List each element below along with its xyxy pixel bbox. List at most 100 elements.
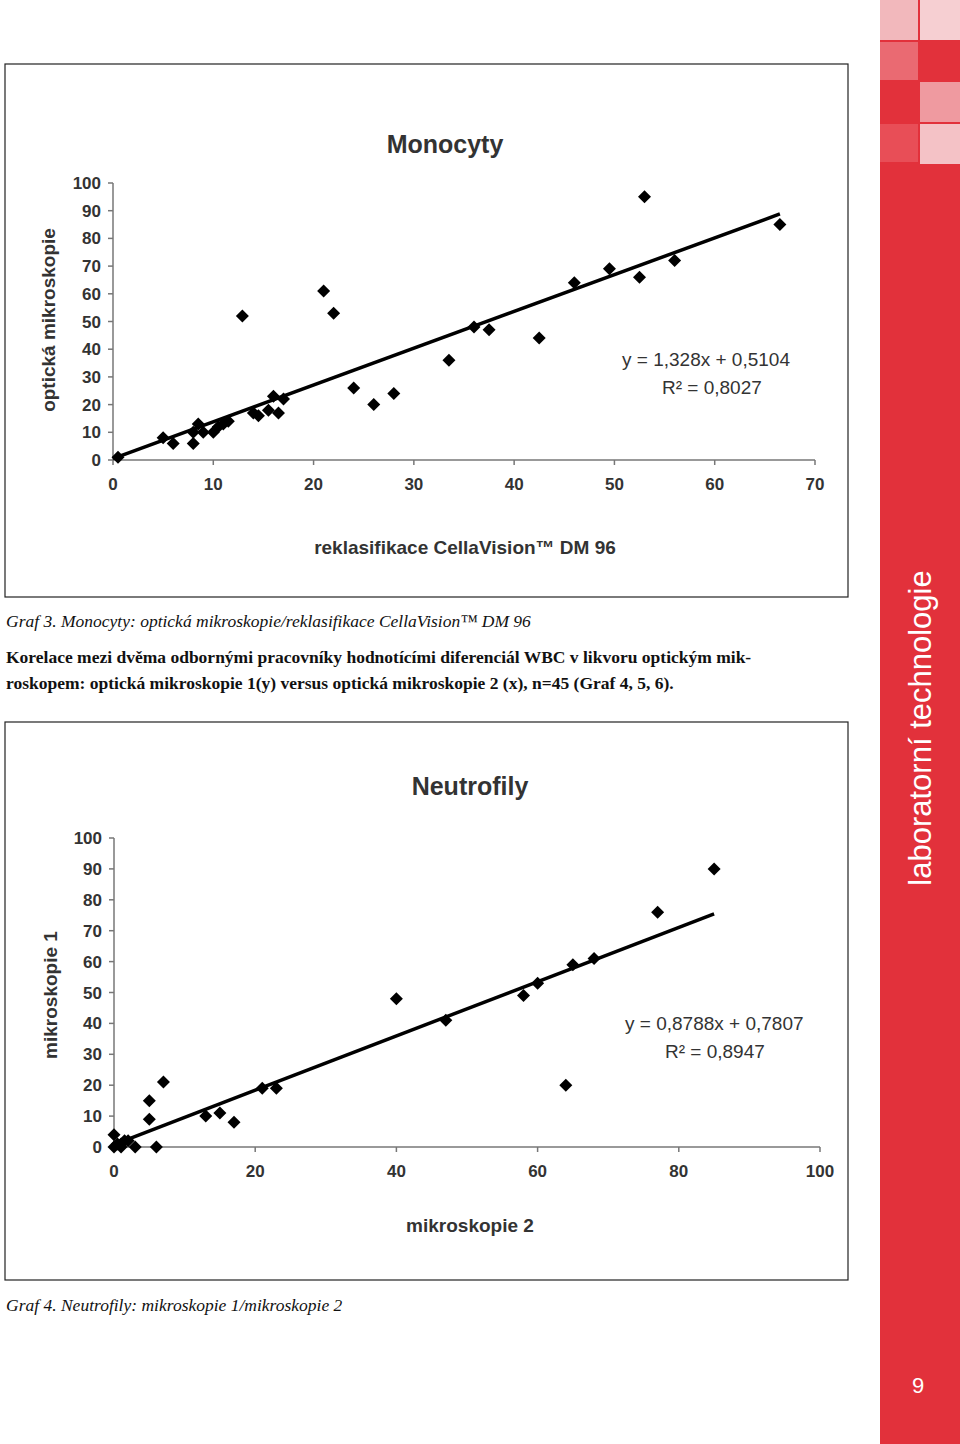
point (187, 437, 200, 450)
y-tick-label: 30 (83, 1045, 102, 1064)
y-tick-label: 50 (82, 313, 101, 332)
point (272, 406, 285, 419)
y-tick-label: 0 (92, 451, 101, 470)
trendline (113, 214, 780, 459)
x-tick-label: 0 (108, 475, 117, 494)
sidebar-block (920, 82, 960, 122)
y-tick-label: 90 (83, 860, 102, 879)
x-tick (112, 460, 114, 465)
plot-area (112, 190, 787, 463)
sidebar-block (920, 124, 960, 164)
chart: Neutrofilymikroskopie 2mikroskopie 10102… (5, 722, 848, 1280)
x-tick-label: 20 (246, 1162, 265, 1181)
point (317, 285, 330, 298)
x-tick (537, 1147, 539, 1152)
y-tick (108, 321, 113, 323)
x-tick-label: 50 (605, 475, 624, 494)
point (651, 906, 664, 919)
y-tick (109, 868, 114, 870)
point (228, 1116, 241, 1129)
x-tick-label: 40 (505, 475, 524, 494)
point (668, 254, 681, 267)
point (568, 276, 581, 289)
point (213, 1107, 226, 1120)
y-axis-title: optická mikroskopie (38, 228, 59, 412)
x-tick (254, 1147, 256, 1152)
point (367, 398, 380, 411)
background (0, 0, 960, 1444)
point (603, 262, 616, 275)
point (143, 1113, 156, 1126)
paragraph-line: Korelace mezi dvěma odbornými pracovníky… (6, 647, 751, 667)
point (222, 415, 235, 428)
annotation: y = 1,328x + 0,5104 (622, 349, 790, 370)
y-tick (108, 182, 113, 184)
x-tick (814, 460, 816, 465)
point (387, 387, 400, 400)
point (150, 1141, 163, 1154)
point (262, 404, 275, 417)
y-tick-label: 50 (83, 984, 102, 1003)
sidebar-block (880, 0, 918, 40)
chart-frame (5, 722, 848, 1280)
y-tick-label: 40 (82, 340, 101, 359)
sidebar-block (880, 42, 918, 80)
y-axis-title: mikroskopie 1 (40, 931, 61, 1059)
point (517, 989, 530, 1002)
x-tick-label: 10 (204, 475, 223, 494)
y-tick (108, 348, 113, 350)
annotation: R² = 0,8027 (662, 377, 762, 398)
x-tick (614, 460, 616, 465)
y-tick-label: 30 (82, 368, 101, 387)
point (129, 1141, 142, 1154)
point (439, 1014, 452, 1027)
x-tick-label: 60 (705, 475, 724, 494)
point (483, 323, 496, 336)
y-tick (108, 404, 113, 406)
point (256, 1082, 269, 1095)
x-tick-label: 100 (806, 1162, 834, 1181)
y-tick (109, 1115, 114, 1117)
point (533, 332, 546, 345)
y-tick-label: 80 (82, 229, 101, 248)
y-tick (109, 899, 114, 901)
y-tick-label: 80 (83, 891, 102, 910)
x-tick-label: 30 (404, 475, 423, 494)
x-tick-label: 40 (387, 1162, 406, 1181)
point (199, 1110, 212, 1123)
x-tick-label: 20 (304, 475, 323, 494)
point (236, 309, 249, 322)
point (270, 1082, 283, 1095)
y-tick (109, 1084, 114, 1086)
x-tick-label: 0 (109, 1162, 118, 1181)
plot-area (108, 862, 721, 1153)
point (559, 1079, 572, 1092)
point (267, 390, 280, 403)
y-tick-label: 20 (82, 396, 101, 415)
x-tick (513, 460, 515, 465)
y-tick-label: 40 (83, 1014, 102, 1033)
point (708, 862, 721, 875)
y-tick (108, 376, 113, 378)
point (442, 354, 455, 367)
x-tick-label: 80 (669, 1162, 688, 1181)
point (531, 977, 544, 990)
x-tick (313, 460, 315, 465)
y-tick (109, 1054, 114, 1056)
x-tick (714, 460, 716, 465)
y-tick-label: 0 (93, 1138, 102, 1157)
point (327, 307, 340, 320)
point (566, 958, 579, 971)
y-tick-label: 100 (74, 829, 102, 848)
caption: Graf 4. Neutrofily: mikroskopie 1/mikros… (6, 1295, 343, 1315)
annotation: R² = 0,8947 (665, 1041, 765, 1062)
point (638, 190, 651, 203)
y-tick-label: 20 (83, 1076, 102, 1095)
x-tick (213, 460, 215, 465)
y-tick-label: 10 (83, 1107, 102, 1126)
y-tick-label: 60 (82, 285, 101, 304)
x-axis-title: reklasifikace CellaVision™ DM 96 (314, 537, 616, 558)
y-tick (108, 432, 113, 434)
point (468, 321, 481, 334)
y-tick-label: 100 (73, 174, 101, 193)
